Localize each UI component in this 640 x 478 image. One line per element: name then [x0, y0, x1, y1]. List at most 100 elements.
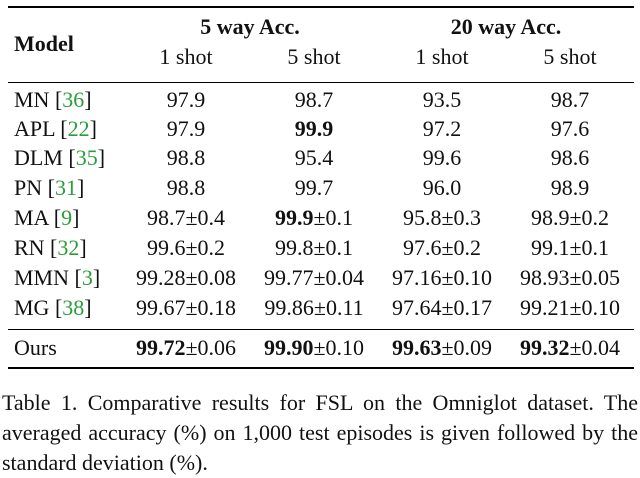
cell: 98.8 — [167, 175, 206, 201]
model-text: ] — [97, 145, 106, 170]
shot-header: 5 shot — [543, 44, 597, 69]
model-name: PN [31] — [14, 175, 84, 201]
cell-text: 98.8 — [166, 145, 206, 170]
cell-text: 99.6 — [422, 145, 462, 170]
cell: 95.8±0.3 — [403, 205, 481, 231]
cell: 99.21±0.10 — [520, 295, 620, 321]
cell: 98.6 — [551, 145, 590, 171]
model-text: ] — [89, 116, 97, 141]
cell: 99.7 — [295, 175, 334, 201]
citation: 38 — [62, 295, 85, 320]
model-text: RN [ — [14, 235, 58, 260]
cell: 99.77±0.04 — [264, 265, 364, 291]
citation: 3 — [81, 265, 93, 290]
bottom-rule — [8, 367, 634, 369]
model-text: ] — [84, 87, 92, 112]
top-rule — [8, 6, 634, 8]
cell: 98.7 — [295, 87, 334, 113]
model-name: DLM [35] — [14, 145, 105, 171]
cell: 97.64±0.17 — [392, 295, 492, 321]
cell: 97.6±0.2 — [403, 235, 481, 261]
cell-text: 99.1±0.1 — [530, 235, 610, 260]
cell-text: 96.0 — [422, 175, 462, 200]
cell-text: 98.7 — [550, 87, 590, 112]
cell: 96.0 — [423, 175, 462, 201]
cell: 98.7±0.4 — [147, 205, 225, 231]
caption: Table 1. Comparative results for FSL on … — [2, 390, 638, 475]
cell-text: 95.4 — [294, 145, 334, 170]
cell-text: ±0.10 — [313, 335, 365, 360]
cell: 99.9 — [295, 116, 334, 142]
cell-bold: 99.9 — [294, 116, 334, 141]
cell: 99.28±0.08 — [136, 265, 236, 291]
model-name: Ours — [14, 335, 57, 361]
cell: 99.63±0.09 — [392, 335, 492, 361]
cell-text: 98.9±0.2 — [530, 205, 610, 230]
model-text: APL [ — [14, 116, 68, 141]
cell-text: 99.21±0.10 — [519, 295, 621, 320]
cell: 99.90±0.10 — [264, 335, 364, 361]
model-text: ] — [84, 295, 92, 320]
model-text: ] — [72, 205, 80, 230]
cell-text: 98.8 — [166, 175, 206, 200]
cell-text: 99.77±0.04 — [263, 265, 365, 290]
cell-text: 99.28±0.08 — [135, 265, 237, 290]
cell: 97.2 — [423, 116, 462, 142]
model-text: ] — [79, 235, 87, 260]
cell-text: 99.8±0.1 — [274, 235, 354, 260]
model-name: MMN [3] — [14, 265, 100, 291]
cell-text: ±0.04 — [569, 335, 621, 360]
cell: 98.9 — [551, 175, 590, 201]
citation: 32 — [57, 235, 80, 260]
cell-text: 99.86±0.11 — [264, 295, 364, 320]
cell: 99.32±0.04 — [520, 335, 620, 361]
cell-text: 98.7 — [294, 87, 334, 112]
cell: 99.72±0.06 — [136, 335, 236, 361]
cell-text: 98.6 — [550, 145, 590, 170]
cell: 95.4 — [295, 145, 334, 171]
cell: 98.93±0.05 — [520, 265, 620, 291]
model-name: MG [38] — [14, 295, 92, 321]
cell-text: 95.8±0.3 — [402, 205, 482, 230]
cell-text: 97.16±0.10 — [391, 265, 493, 290]
cell-text: 99.6±0.2 — [146, 235, 226, 260]
cell: 97.16±0.10 — [392, 265, 492, 291]
model-name: MN [36] — [14, 87, 92, 113]
citation: 22 — [67, 116, 90, 141]
cell-text: 97.9 — [166, 87, 206, 112]
mid-rule — [8, 329, 634, 330]
header-rule — [8, 82, 634, 83]
cell-text: ±0.09 — [441, 335, 493, 360]
model-name: MA [9] — [14, 205, 79, 231]
cell-text: 98.93±0.05 — [519, 265, 621, 290]
cell: 97.6 — [551, 116, 590, 142]
shot-header: 5 shot — [287, 44, 341, 69]
citation: 36 — [62, 87, 85, 112]
shot-header: 1 shot — [415, 44, 469, 69]
group-header: 5 way Acc. — [200, 14, 300, 39]
cell: 98.9±0.2 — [531, 205, 609, 231]
cell: 98.8 — [167, 145, 206, 171]
cell: 99.9±0.1 — [275, 205, 353, 231]
cell-bold: 99.32 — [519, 335, 570, 360]
model-text: ] — [76, 175, 85, 200]
cell: 99.6±0.2 — [147, 235, 225, 261]
cell: 99.1±0.1 — [531, 235, 609, 261]
model-text: ] — [92, 265, 101, 290]
citation: 9 — [61, 205, 73, 230]
cell-text: ±0.1 — [313, 205, 354, 230]
model-text: PN [ — [14, 175, 55, 200]
cell-text: 99.67±0.18 — [135, 295, 237, 320]
header-model: Model — [14, 31, 74, 56]
cell-text: 93.5 — [422, 87, 462, 112]
model-text: MG [ — [14, 295, 63, 320]
model-text: Ours — [14, 335, 57, 360]
model-text: MN [ — [14, 87, 63, 112]
shot-header: 1 shot — [159, 44, 213, 69]
cell: 93.5 — [423, 87, 462, 113]
model-name: RN [32] — [14, 235, 87, 261]
citation: 35 — [75, 145, 98, 170]
citation: 31 — [54, 175, 77, 200]
cell: 99.6 — [423, 145, 462, 171]
